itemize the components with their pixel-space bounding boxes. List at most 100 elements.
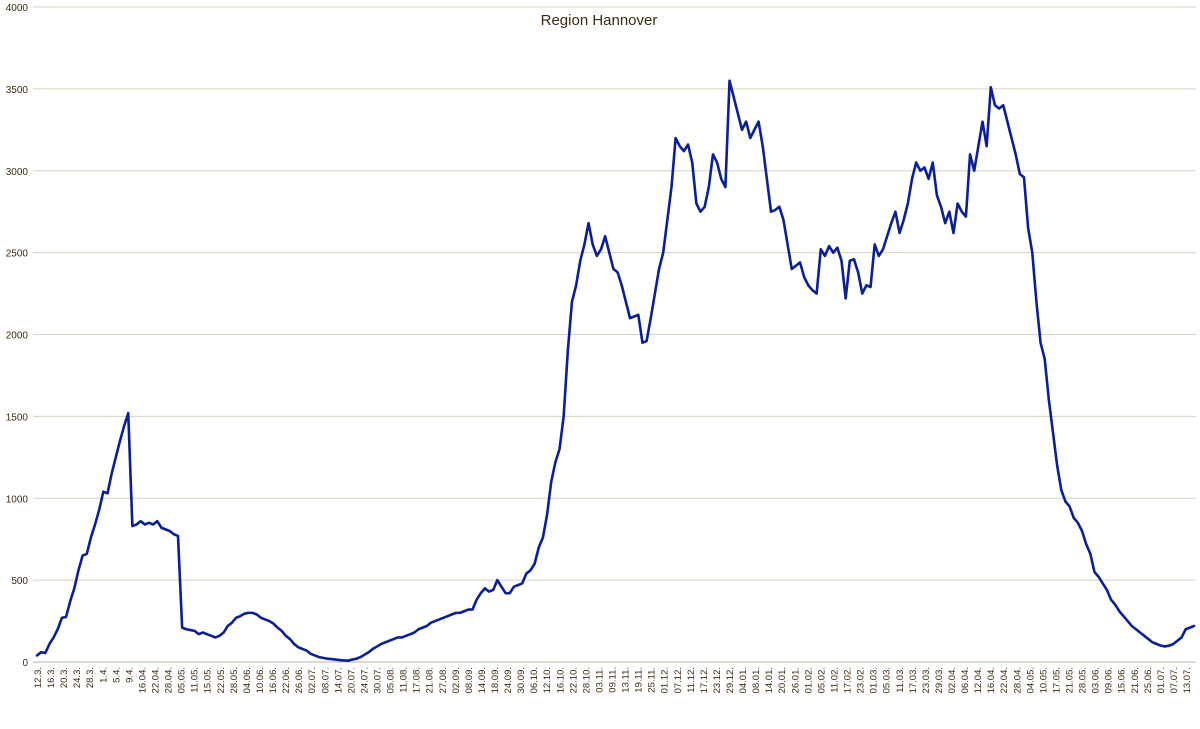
y-tick-label: 4000 bbox=[6, 3, 29, 14]
x-tick-label: 05.08. bbox=[386, 667, 397, 693]
x-tick-label: 24.09. bbox=[503, 667, 514, 693]
x-tick-label: 08.01. bbox=[751, 667, 762, 693]
x-tick-label: 22.06. bbox=[281, 667, 292, 693]
y-tick-label: 2000 bbox=[6, 331, 29, 342]
x-tick-label: 29.03. bbox=[934, 667, 945, 693]
x-tick-label: 08.07. bbox=[320, 667, 331, 693]
x-tick-label: 16.04. bbox=[986, 667, 997, 693]
x-tick-label: 22.04. bbox=[151, 667, 162, 693]
y-tick-label: 500 bbox=[11, 576, 28, 587]
x-tick-label: 11.12. bbox=[686, 667, 697, 693]
x-tick-label: 16.06. bbox=[268, 667, 279, 693]
x-tick-label: 12.3. bbox=[33, 667, 44, 688]
x-tick-label: 11.03. bbox=[895, 667, 906, 693]
x-axis-ticks: 12.3. 16.3. 20.3. 24.3. 28.3. 1.4. 5.4. 9.4. 16.… bbox=[33, 667, 1193, 693]
x-tick-label: 16.04. bbox=[137, 667, 148, 693]
y-tick-label: 1000 bbox=[6, 494, 29, 505]
y-tick-label: 3000 bbox=[6, 167, 29, 178]
x-tick-label: 28.05. bbox=[1078, 667, 1089, 693]
x-tick-label: 17.12. bbox=[699, 667, 710, 693]
x-tick-label: 29.12. bbox=[725, 667, 736, 693]
x-tick-label: 28.10. bbox=[581, 667, 592, 693]
x-tick-label: 16.10. bbox=[555, 667, 566, 693]
series-line bbox=[35, 79, 1196, 662]
y-tick-label: 1500 bbox=[6, 412, 29, 423]
x-tick-label: 14.07. bbox=[333, 667, 344, 693]
x-tick-label: 17.03. bbox=[908, 667, 919, 693]
x-tick-label: 02.07. bbox=[307, 667, 318, 693]
x-tick-label: 04.06. bbox=[242, 667, 253, 693]
y-axis-ticks: 0 500 1000 1500 2000 2500 3000 3500 4000 bbox=[6, 3, 29, 669]
x-tick-label: 15.06. bbox=[1117, 667, 1128, 693]
x-tick-label: 02.09. bbox=[451, 667, 462, 693]
x-tick-label: 28.3. bbox=[85, 667, 96, 688]
x-tick-label: 28.04. bbox=[164, 667, 175, 693]
x-tick-label: 9.4. bbox=[124, 667, 135, 683]
gridlines bbox=[33, 6, 1196, 663]
x-tick-label: 17.05. bbox=[1051, 667, 1062, 693]
x-tick-label: 06.10. bbox=[529, 667, 540, 693]
x-tick-label: 10.06. bbox=[255, 667, 266, 693]
x-tick-label: 01.02. bbox=[803, 667, 814, 693]
x-tick-label: 21.08. bbox=[425, 667, 436, 693]
x-tick-label: 13.11. bbox=[621, 667, 632, 693]
x-tick-label: 25.11. bbox=[647, 667, 658, 693]
x-tick-label: 16.3. bbox=[46, 667, 57, 688]
x-tick-label: 12.10. bbox=[542, 667, 553, 693]
x-tick-label: 03.11. bbox=[594, 667, 605, 693]
y-tick-label: 0 bbox=[22, 658, 28, 669]
x-tick-label: 05.03. bbox=[882, 667, 893, 693]
x-tick-label: 23.12. bbox=[712, 667, 723, 693]
x-tick-label: 07.12. bbox=[673, 667, 684, 693]
x-tick-label: 1.4. bbox=[98, 667, 109, 683]
x-tick-label: 22.05. bbox=[216, 667, 227, 693]
x-tick-label: 03.06. bbox=[1091, 667, 1102, 693]
x-tick-label: 01.07. bbox=[1156, 667, 1167, 693]
x-tick-label: 06.04. bbox=[960, 667, 971, 693]
x-tick-label: 23.02. bbox=[856, 667, 867, 693]
x-tick-label: 24.3. bbox=[72, 667, 83, 688]
x-tick-label: 04.05. bbox=[1025, 667, 1036, 693]
x-tick-label: 26.01. bbox=[790, 667, 801, 693]
y-tick-label: 2500 bbox=[6, 249, 29, 260]
x-tick-label: 05.02. bbox=[816, 667, 827, 693]
x-tick-label: 11.02. bbox=[829, 667, 840, 693]
x-tick-label: 27.08. bbox=[438, 667, 449, 693]
series-layer bbox=[35, 79, 1196, 662]
x-tick-label: 21.05. bbox=[1064, 667, 1075, 693]
x-tick-label: 22.04. bbox=[999, 667, 1010, 693]
x-tick-label: 08.09. bbox=[464, 667, 475, 693]
x-tick-label: 18.09. bbox=[490, 667, 501, 693]
x-tick-label: 01.12. bbox=[660, 667, 671, 693]
x-tick-label: 28.04. bbox=[1012, 667, 1023, 693]
x-tick-label: 25.06. bbox=[1143, 667, 1154, 693]
x-tick-label: 20.01. bbox=[777, 667, 788, 693]
x-tick-label: 13.07. bbox=[1182, 667, 1193, 693]
x-tick-label: 14.01. bbox=[764, 667, 775, 693]
x-tick-label: 30.09. bbox=[516, 667, 527, 693]
x-tick-label: 28.05. bbox=[229, 667, 240, 693]
x-tick-label: 09.11. bbox=[608, 667, 619, 693]
x-tick-label: 20.07. bbox=[346, 667, 357, 693]
y-tick-label: 3500 bbox=[6, 85, 29, 96]
x-tick-label: 09.06. bbox=[1104, 667, 1115, 693]
x-tick-label: 02.04. bbox=[947, 667, 958, 693]
x-tick-label: 12.04. bbox=[973, 667, 984, 693]
x-tick-label: 17.02. bbox=[843, 667, 854, 693]
x-tick-label: 14.09. bbox=[477, 667, 488, 693]
x-tick-label: 17.08. bbox=[412, 667, 423, 693]
x-tick-label: 23.03. bbox=[921, 667, 932, 693]
x-tick-label: 01.03. bbox=[869, 667, 880, 693]
x-tick-label: 24.07. bbox=[359, 667, 370, 693]
x-tick-label: 11.08. bbox=[399, 667, 410, 693]
x-tick-label: 30.07. bbox=[372, 667, 383, 693]
x-tick-label: 20.3. bbox=[59, 667, 70, 688]
x-tick-label: 07.07. bbox=[1169, 667, 1180, 693]
x-tick-label: 22.10. bbox=[568, 667, 579, 693]
x-tick-label: 19.11. bbox=[634, 667, 645, 693]
x-tick-label: 04.01. bbox=[738, 667, 749, 693]
x-tick-label: 26.06. bbox=[294, 667, 305, 693]
x-tick-label: 11.05. bbox=[190, 667, 201, 693]
